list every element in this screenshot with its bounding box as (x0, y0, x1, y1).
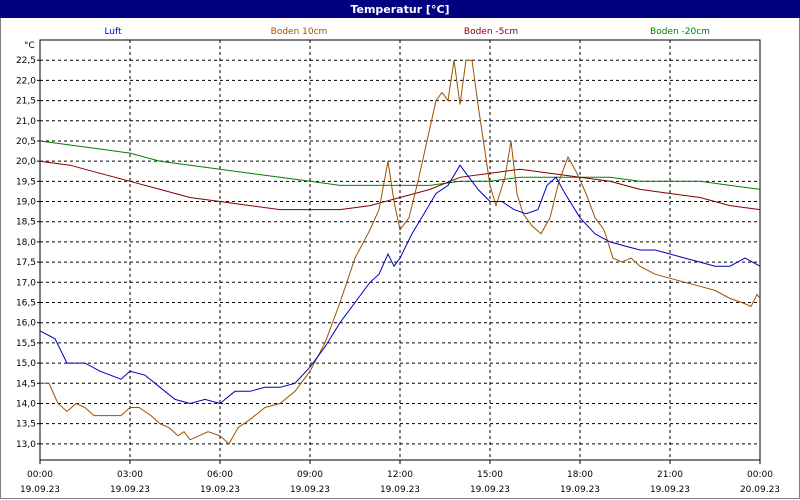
chart-title: Temperatur [°C] (0, 0, 800, 18)
series-line-boden-10cm (40, 59, 761, 445)
x-tick-time: 09:00 (297, 470, 323, 480)
series-line-luft (39, 164, 761, 405)
y-tick-label: 15,0 (16, 359, 36, 369)
y-tick-label: 15,5 (16, 339, 36, 349)
y-tick-label: 14,5 (16, 379, 36, 389)
series-lines (39, 59, 761, 445)
y-tick-label: 16,5 (16, 299, 36, 309)
legend-boden-10cm: Boden 10cm (271, 27, 328, 37)
x-tick-date: 19.09.23 (110, 485, 150, 495)
y-axis-label: °C (24, 41, 35, 51)
x-tick-date: 20.09.23 (740, 485, 780, 495)
y-tick-label: 17,5 (16, 258, 36, 268)
y-tick-label: 21,0 (16, 117, 36, 127)
axes: 13,0 13,5 14,0 14,5 15,0 15,5 16,0 16,5 17,0 17,5… (16, 56, 780, 495)
x-tick-time: 21:00 (657, 470, 683, 480)
y-tick-label: 16,0 (16, 319, 36, 329)
y-tick-label: 17,0 (16, 278, 36, 288)
series-line-boden-5cm (39, 160, 761, 211)
x-tick-time: 18:00 (567, 470, 593, 480)
legend-boden-20cm: Boden -20cm (650, 27, 710, 37)
y-tick-label: 14,0 (16, 399, 36, 409)
y-tick-label: 13,5 (16, 420, 36, 430)
series-line-boden-20cm (39, 140, 761, 190)
y-tick-label: 20,0 (16, 157, 36, 167)
y-tick-label: 18,0 (16, 238, 36, 248)
x-tick-date: 19.09.23 (650, 485, 690, 495)
y-tick-label: 22,5 (16, 56, 36, 66)
legend-luft: Luft (104, 27, 122, 37)
legend-boden-5cm: Boden -5cm (464, 27, 518, 37)
y-tick-label: 13,0 (16, 440, 36, 450)
x-tick-time: 00:00 (747, 470, 773, 480)
x-tick-time: 03:00 (117, 470, 143, 480)
y-tick-label: 20,5 (16, 137, 36, 147)
x-tick-date: 19.09.23 (560, 485, 600, 495)
y-tick-label: 22,0 (16, 76, 36, 86)
x-tick-date: 19.09.23 (380, 485, 420, 495)
y-tick-label: 19,5 (16, 177, 36, 187)
y-tick-label: 19,0 (16, 198, 36, 208)
x-tick-date: 19.09.23 (200, 485, 240, 495)
x-tick-date: 19.09.23 (20, 485, 60, 495)
y-tick-label: 21,5 (16, 97, 36, 107)
legend: Luft Boden 10cm Boden -5cm Boden -20cm (104, 27, 710, 37)
x-tick-date: 19.09.23 (290, 485, 330, 495)
x-tick-time: 06:00 (207, 470, 233, 480)
x-tick-time: 00:00 (27, 470, 53, 480)
x-tick-time: 12:00 (387, 470, 413, 480)
y-tick-label: 18,5 (16, 218, 36, 228)
x-tick-date: 19.09.23 (470, 485, 510, 495)
x-tick-time: 15:00 (477, 470, 503, 480)
